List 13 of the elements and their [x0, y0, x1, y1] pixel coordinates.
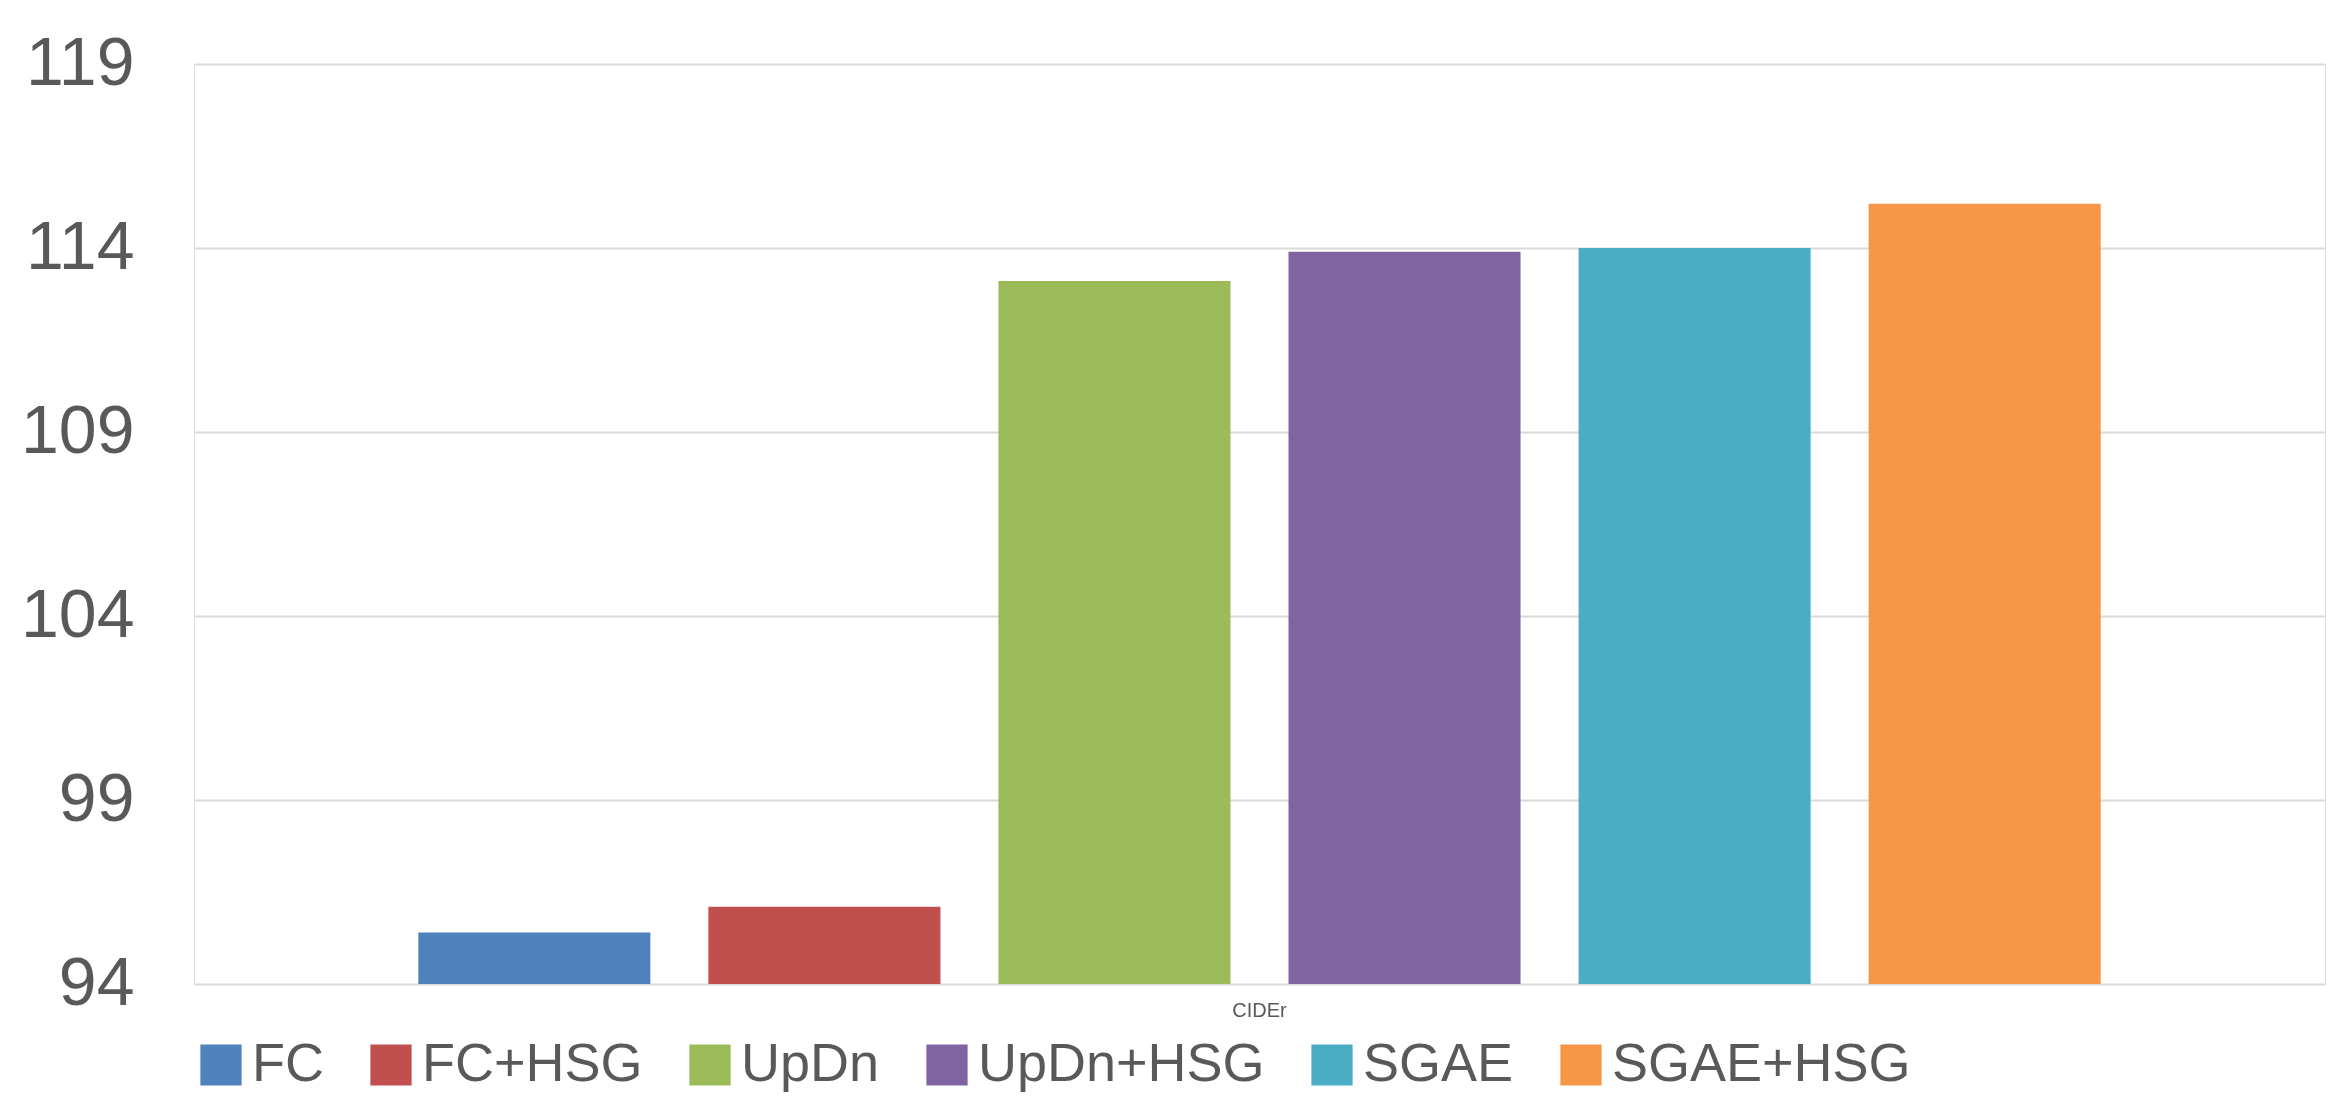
x-tick-label: CIDEr: [1232, 998, 1288, 1021]
legend-label: UpDn: [741, 1032, 880, 1092]
legend-label: FC+HSG: [422, 1032, 643, 1092]
legend-label: SGAE+HSG: [1612, 1032, 1911, 1092]
y-tick-label: 99: [58, 758, 135, 835]
legend-label: SGAE: [1363, 1032, 1514, 1092]
y-tick-label: 94: [58, 942, 135, 1019]
y-tick-label: 109: [21, 390, 135, 467]
y-tick-label: 119: [26, 22, 135, 99]
legend-label: FC: [252, 1032, 324, 1092]
legend-label: UpDn+HSG: [978, 1032, 1265, 1092]
y-tick-label: 114: [26, 206, 135, 283]
y-tick-label: 104: [21, 574, 135, 651]
